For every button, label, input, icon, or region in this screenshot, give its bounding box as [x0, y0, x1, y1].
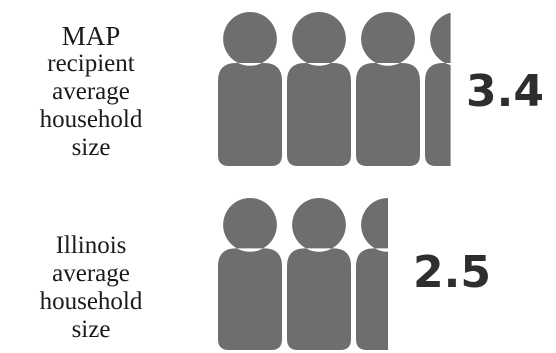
value-label-map-recipient: 3.4 [466, 66, 544, 117]
row-label-line: recipient [47, 50, 135, 77]
row-label-map-recipient: MAP recipient average household size [0, 22, 182, 162]
row-label-line: average [52, 78, 130, 105]
person-icon [356, 11, 420, 166]
row-label-line: Illinois [55, 232, 127, 259]
person-icon [287, 197, 351, 350]
person-icon [218, 12, 282, 167]
partial-person-icon [356, 197, 388, 350]
row-label-line: household [39, 288, 143, 315]
row-label-line: size [71, 134, 111, 161]
row-label-line: household [39, 106, 143, 133]
person-icon [218, 198, 282, 350]
person-icon [287, 11, 351, 167]
row-label-line: size [71, 316, 111, 343]
row-label-line: average [52, 260, 130, 287]
value-label-illinois: 2.5 [413, 247, 491, 298]
row-label-line: MAP [61, 21, 121, 51]
partial-person-icon [425, 12, 451, 166]
row-label-illinois: Illinois average household size [0, 232, 182, 344]
